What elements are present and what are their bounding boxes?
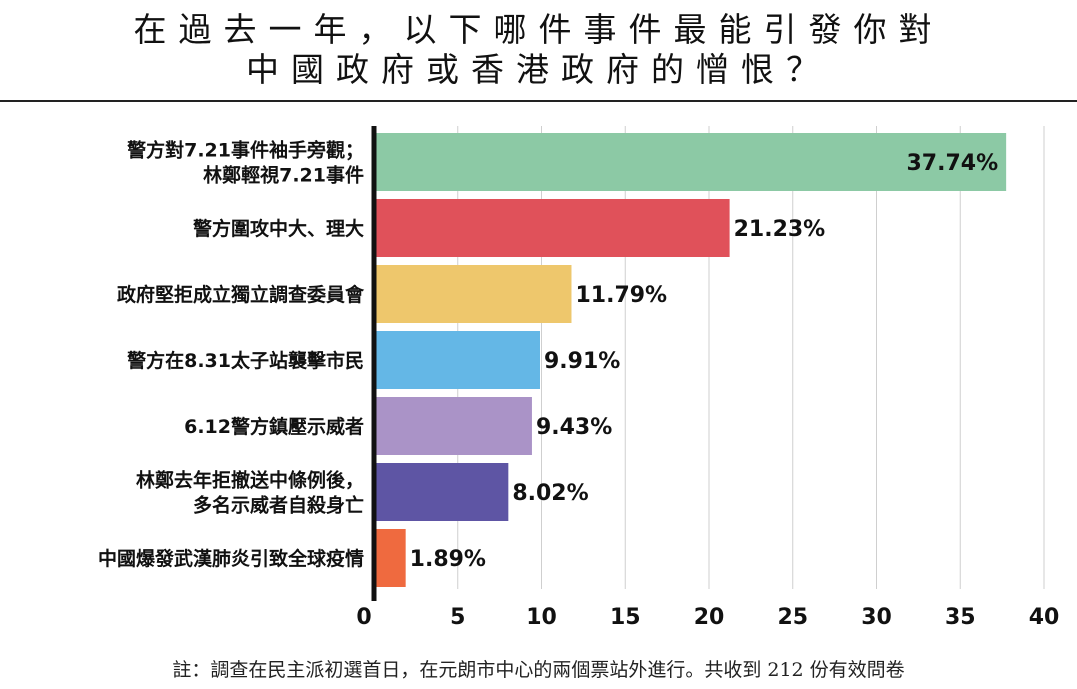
- bar-6: [374, 463, 509, 521]
- x-tick-label-30: 30: [861, 605, 892, 630]
- bar-4: [374, 331, 540, 389]
- x-tick-label-25: 25: [777, 605, 808, 630]
- value-label-4: 9.91%: [544, 349, 620, 374]
- value-label-2: 21.23%: [734, 217, 826, 242]
- x-tick-label-15: 15: [610, 605, 641, 630]
- x-tick-label-20: 20: [694, 605, 725, 630]
- bars: [374, 133, 1007, 587]
- category-label-7: 中國爆發武漢肺炎引致全球疫情: [98, 547, 364, 570]
- bar-7: [374, 529, 406, 587]
- chart-title-line-1: 在過去一年，以下哪件事件最能引發你對: [133, 10, 944, 49]
- x-tick-labels: 0 5 10 15 20 25 30 35 40: [356, 605, 1059, 630]
- value-label-6: 8.02%: [512, 481, 588, 506]
- value-label-7: 1.89%: [410, 547, 486, 572]
- category-label-6: 多名示威者自殺身亡: [193, 494, 364, 517]
- x-tick-label-40: 40: [1029, 605, 1060, 630]
- category-label-1: 警方對7.21事件袖手旁觀；: [127, 139, 364, 162]
- bar-chart: 警方對7.21事件袖手旁觀；林鄭輕視7.21事件警方圍攻中大、理大政府堅拒成立獨…: [98, 126, 1059, 630]
- title-block: 在過去一年，以下哪件事件最能引發你對 中國政府或香港政府的憎恨？: [0, 0, 1077, 102]
- category-label-6: 林鄭去年拒撤送中條例後，: [136, 469, 364, 492]
- bar-1: [374, 133, 1007, 191]
- category-labels: 警方對7.21事件袖手旁觀；林鄭輕視7.21事件警方圍攻中大、理大政府堅拒成立獨…: [98, 139, 365, 571]
- category-label-1: 林鄭輕視7.21事件: [203, 164, 364, 187]
- footnote: 註：調查在民主派初選首日，在元朗市中心的兩個票站外進行。共收到 212 份有效問…: [172, 659, 905, 681]
- x-tick-label-35: 35: [945, 605, 976, 630]
- value-labels: 37.74% 21.23% 11.79% 9.91% 9.43% 8.02% 1.89%: [410, 151, 998, 572]
- x-tick-label-0: 0: [356, 605, 371, 630]
- value-label-3: 11.79%: [575, 283, 667, 308]
- category-label-5: 6.12警方鎮壓示威者: [184, 415, 364, 438]
- x-tick-label-10: 10: [526, 605, 557, 630]
- category-label-2: 警方圍攻中大、理大: [193, 217, 364, 240]
- category-label-3: 政府堅拒成立獨立調查委員會: [117, 283, 365, 306]
- category-label-4: 警方在8.31太子站襲擊市民: [127, 349, 364, 372]
- value-label-1: 37.74%: [907, 151, 999, 176]
- bar-5: [374, 397, 532, 455]
- value-label-5: 9.43%: [536, 415, 612, 440]
- x-tick-label-5: 5: [450, 605, 465, 630]
- bar-3: [374, 265, 572, 323]
- chart-title-line-2: 中國政府或香港政府的憎恨？: [246, 50, 831, 89]
- bar-2: [374, 199, 730, 257]
